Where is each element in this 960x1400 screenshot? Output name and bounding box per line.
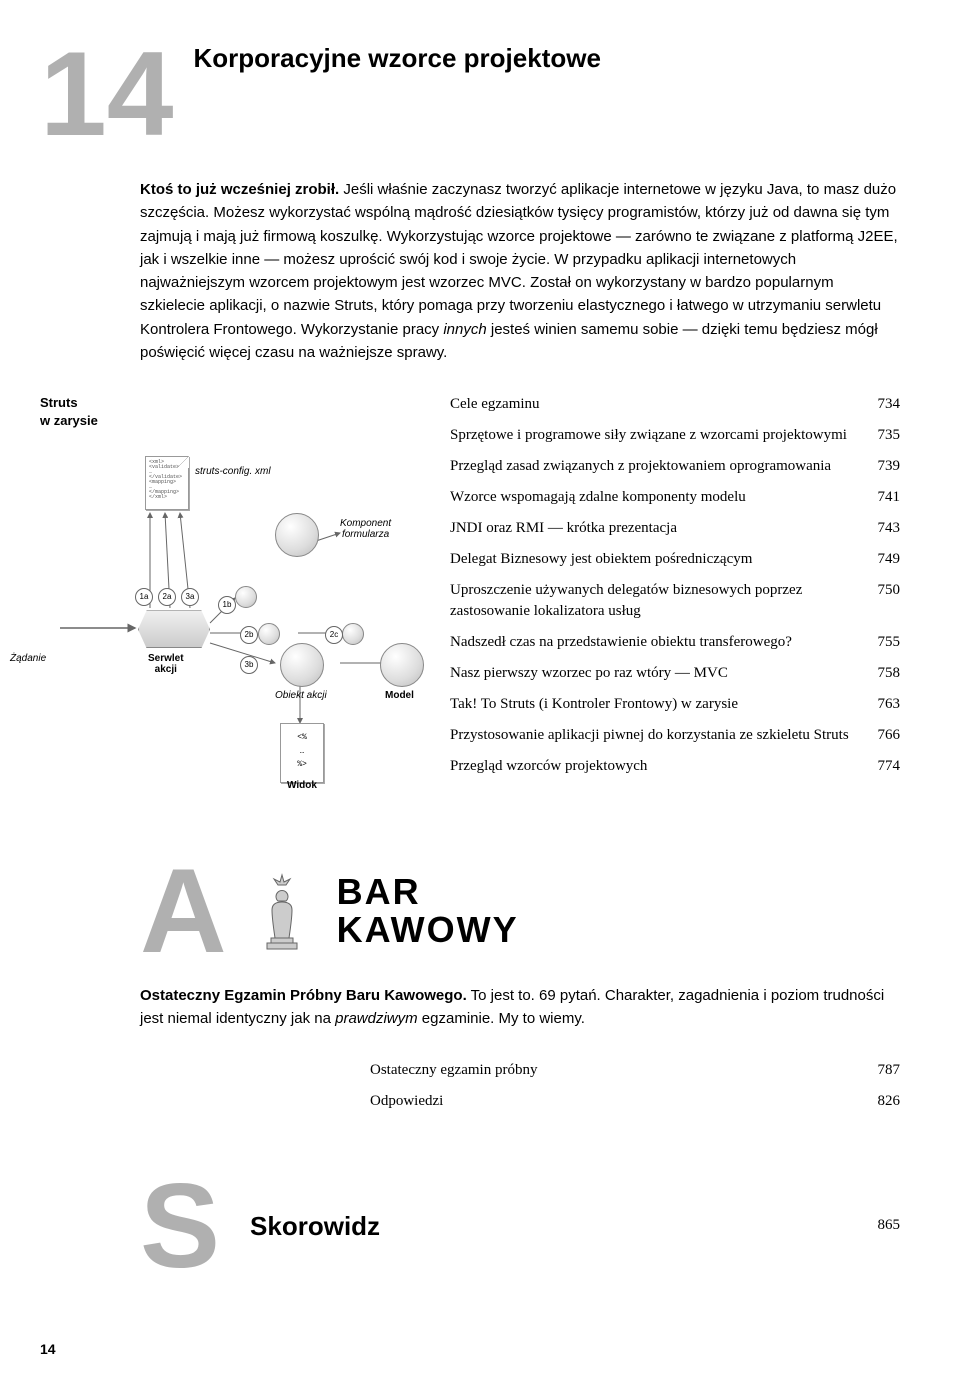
appendix-block: A Bar kawowy [140, 857, 900, 965]
toc-row: Przystosowanie aplikacji piwnej do korzy… [450, 725, 900, 746]
view-label: Widok [287, 780, 317, 791]
action-object-node [280, 643, 324, 687]
index-page-number: 865 [878, 1215, 901, 1236]
index-block: S Skorowidz 865 [140, 1172, 900, 1280]
model-label: Model [385, 690, 414, 701]
footer-page-number: 14 [40, 1340, 900, 1360]
chapter-header: 14 Korporacyjne wzorce projektowe [40, 40, 900, 148]
toc-row: Sprzętowe i programowe siły związane z w… [450, 425, 900, 446]
toc-row: Delegat Biznesowy jest obiektem pośredni… [450, 549, 900, 570]
appendix-toc: Ostateczny egzamin próbny787 Odpowiedzi8… [370, 1060, 900, 1112]
toc-row: Nadszedł czas na przedstawienie obiektu … [450, 632, 900, 653]
badge-3b: 3b [240, 656, 258, 674]
node-1b [235, 586, 257, 608]
toc-row: Nasz pierwszy wzorzec po raz wtóry — MVC… [450, 663, 900, 684]
intro-italic: innych [443, 321, 486, 338]
config-file-content: <xml> <validate> … </validate> <mapping>… [146, 457, 188, 503]
view-glyph: <% … %> [297, 733, 307, 768]
struts-diagram: <xml> <validate> … </validate> <mapping>… [40, 438, 420, 778]
index-title: Skorowidz [250, 1208, 380, 1244]
badge-1a: 1a [135, 588, 153, 606]
toc-row: JNDI oraz RMI — krótka prezentacja743 [450, 518, 900, 539]
appendix-desc-bold: Ostateczny Egzamin Próbny Baru Kawowego. [140, 987, 467, 1004]
toc-row: Przegląd wzorców projektowych774 [450, 756, 900, 777]
toc-row: Ostateczny egzamin próbny787 [370, 1060, 900, 1081]
badge-2b: 2b [240, 626, 258, 644]
toc-row: Uproszczenie używanych delegatów bizneso… [450, 580, 900, 622]
intro-lead: Ktoś to już wcześniej zrobił. [140, 181, 339, 198]
form-component-node [275, 513, 319, 557]
model-node [380, 643, 424, 687]
appendix-description: Ostateczny Egzamin Próbny Baru Kawowego.… [140, 985, 900, 1030]
chapter-intro: Ktoś to już wcześniej zrobił. Jeśli właś… [140, 178, 900, 364]
appendix-letter: A [140, 857, 227, 965]
node-2b [258, 623, 280, 645]
toc-row: Tak! To Struts (i Kontroler Frontowy) w … [450, 694, 900, 715]
config-file-icon: <xml> <validate> … </validate> <mapping>… [145, 456, 189, 510]
action-object-label: Obiekt akcji [275, 690, 327, 701]
action-servlet-node [138, 610, 210, 648]
intro-body: Jeśli właśnie zaczynasz tworzyć aplikacj… [140, 181, 898, 338]
chess-piece-icon [257, 871, 307, 951]
badge-2a: 2a [158, 588, 176, 606]
toc-row: Wzorce wspomagają zdalne komponenty mode… [450, 487, 900, 508]
config-file-label: struts-config. xml [195, 466, 271, 477]
toc-row: Odpowiedzi826 [370, 1091, 900, 1112]
diagram-heading: Struts w zarysie [40, 394, 430, 430]
badge-2c: 2c [325, 626, 343, 644]
request-label: Żądanie [10, 653, 46, 664]
chapter-title: Korporacyjne wzorce projektowe [193, 40, 600, 76]
chapter-toc: Cele egzaminu734 Sprzętowe i programowe … [450, 394, 900, 787]
node-2c [342, 623, 364, 645]
form-component-label: Komponent formularza [340, 518, 391, 540]
toc-row: Cele egzaminu734 [450, 394, 900, 415]
badge-1b: 1b [218, 596, 236, 614]
appendix-title: Bar kawowy [337, 873, 519, 949]
toc-row: Przegląd zasad związanych z projektowani… [450, 456, 900, 477]
badge-3a: 3a [181, 588, 199, 606]
index-letter: S [140, 1172, 220, 1280]
servlet-label: Serwlet akcji [148, 653, 184, 675]
view-node: <% … %> [280, 723, 324, 783]
chapter-number: 14 [40, 40, 173, 148]
